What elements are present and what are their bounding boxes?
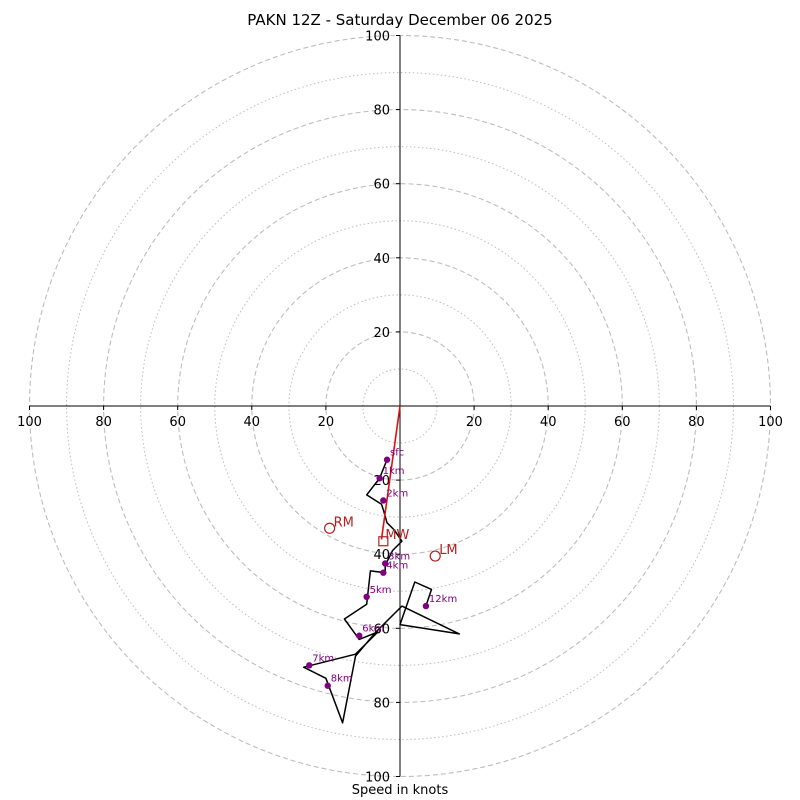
height-label: 8km <box>331 674 353 685</box>
y-tick-label: 40 <box>373 252 390 267</box>
mean-wind-marker <box>378 536 389 547</box>
x-tick-label: 40 <box>244 415 261 430</box>
y-tick-label: 20 <box>373 326 390 341</box>
storm-motion-label: LM <box>439 543 457 558</box>
height-marker <box>383 456 391 463</box>
height-label: 2km <box>386 488 408 499</box>
storm-motion-marker <box>324 522 336 534</box>
y-tick-label: 100 <box>365 30 390 45</box>
height-label: 5km <box>370 585 392 596</box>
x-tick-label: 40 <box>540 415 557 430</box>
x-tick-label: 100 <box>17 415 42 430</box>
x-tick-label: 60 <box>169 415 186 430</box>
x-tick-label: 60 <box>614 415 631 430</box>
height-label: 7km <box>312 653 334 664</box>
height-label: 4km <box>386 561 408 572</box>
height-marker <box>306 662 313 669</box>
height-marker <box>324 682 331 689</box>
height-marker <box>381 560 389 567</box>
x-axis-label: Speed in knots <box>351 783 449 798</box>
mean-wind-label: MW <box>385 528 409 543</box>
y-tick-label: 40 <box>373 548 390 563</box>
height-marker <box>376 475 383 482</box>
y-tick-label: 80 <box>373 696 390 711</box>
x-tick-label: 80 <box>95 415 112 430</box>
height-label: 1km <box>383 466 405 477</box>
shear-vector-line <box>380 405 401 540</box>
height-label: 6km <box>362 624 384 635</box>
height-marker <box>363 593 370 601</box>
height-marker <box>380 569 387 576</box>
height-label: 12km <box>429 594 457 605</box>
height-label: sfc <box>390 448 404 459</box>
y-tick-label: 60 <box>373 178 390 193</box>
height-marker <box>380 497 387 504</box>
height-marker <box>422 602 430 610</box>
x-tick-label: 20 <box>466 415 483 430</box>
y-tick-label: 80 <box>373 104 390 119</box>
storm-motion-label: RM <box>334 515 354 530</box>
y-tick-label: 100 <box>365 771 390 786</box>
x-tick-label: 100 <box>758 415 783 430</box>
storm-motion-marker <box>429 550 441 562</box>
x-tick-label: 20 <box>318 415 335 430</box>
height-label: 3km <box>388 551 410 562</box>
y-tick-label: 60 <box>373 622 390 637</box>
chart-title: PAKN 12Z - Saturday December 06 2025 <box>247 11 553 29</box>
x-tick-label: 80 <box>688 415 705 430</box>
height-marker <box>356 632 363 639</box>
